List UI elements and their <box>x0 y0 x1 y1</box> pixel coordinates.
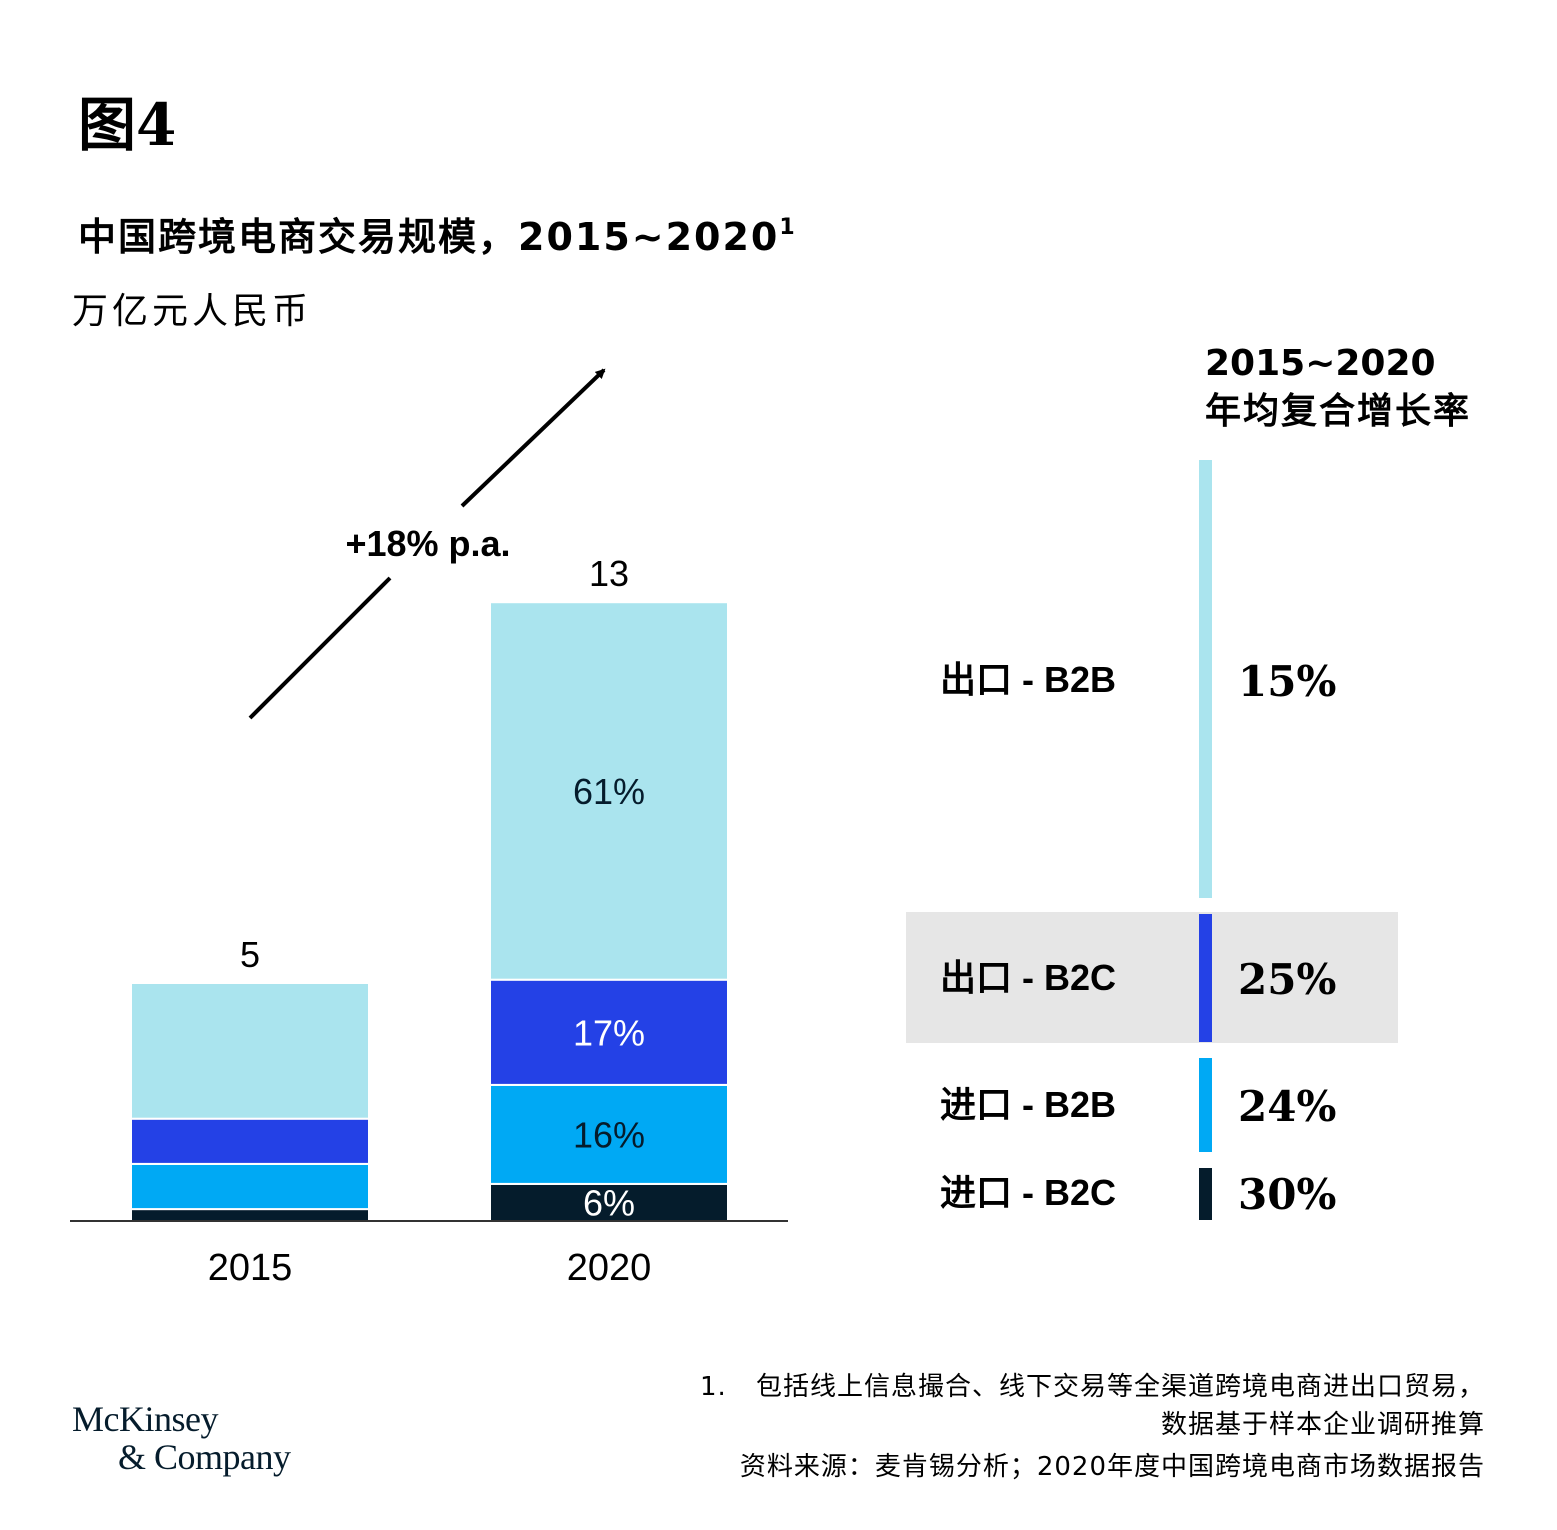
cagr-header-years: 2015~2020 <box>1205 343 1436 384</box>
cagr-value-export_b2c: 25% <box>1238 955 1336 1004</box>
bar-segment-import_b2c-2015 <box>130 1208 370 1222</box>
chart-title-text: 中国跨境电商交易规模，2015~2020 <box>78 215 780 259</box>
bar-segment-export_b2b-2015 <box>130 982 370 1120</box>
cagr-value-import_b2c: 30% <box>1238 1170 1336 1219</box>
footnote-line1: 包括线上信息撮合、线下交易等全渠道跨境电商进出口贸易， <box>755 1372 1485 1402</box>
highlight-layer <box>906 912 1398 1043</box>
cagr-segment-label-import_b2c: 进口 - B2C <box>940 1172 1116 1213</box>
cagr-segment-label-import_b2b: 进口 - B2B <box>940 1084 1116 1125</box>
segment-label-export_b2b-2020: 61% <box>573 771 645 812</box>
bar-segment-export_b2c-2015 <box>130 1117 370 1165</box>
cagr-value-import_b2b: 24% <box>1238 1082 1336 1131</box>
cagr-segment-label-export_b2c: 出口 - B2C <box>940 957 1116 998</box>
cagr-header: 2015~2020 年均复合增长率 <box>1205 340 1471 436</box>
source-note: 资料来源：麦肯锡分析；2020年度中国跨境电商市场数据报告 <box>739 1452 1485 1482</box>
cagr-bar-import_b2b <box>1199 1058 1212 1152</box>
cagr-panel: 出口 - B2B 15% 出口 - B2C 25% 进口 - B2B 24% 进口 - B2… <box>940 460 1336 1220</box>
bar-segment-import_b2b-2020 <box>489 1083 729 1185</box>
cagr-value-export_b2b: 15% <box>1238 657 1336 706</box>
bar-segment-import_b2c-2020 <box>489 1182 729 1223</box>
chart-title: 中国跨境电商交易规模，2015~20201 <box>78 206 797 261</box>
title-footnote-marker: 1 <box>779 215 797 240</box>
cagr-highlight-export_b2c <box>906 912 1398 1043</box>
bar-total-label-2015: 5 <box>240 934 260 975</box>
mckinsey-logo: McKinsey & Company <box>72 1400 291 1476</box>
footnote-number: 1. <box>699 1372 727 1402</box>
bar-total-label-2020: 13 <box>589 553 629 594</box>
bar-segment-export_b2c-2020 <box>489 978 729 1086</box>
footnote-line2: 数据基于样本企业调研推算 <box>1160 1410 1485 1440</box>
segment-label-export_b2c-2020: 17% <box>573 1012 645 1053</box>
cagr-bar-import_b2c <box>1199 1168 1212 1220</box>
figure-label: 图4 <box>78 91 177 159</box>
growth-arrow-upper-segment <box>460 368 606 508</box>
segment-label-import_b2b-2020: 16% <box>573 1114 645 1155</box>
bar-segment-import_b2b-2015 <box>130 1162 370 1211</box>
segment-label-import_b2c-2020: 6% <box>583 1182 635 1223</box>
cagr-bar-export_b2b <box>1199 460 1212 898</box>
cagr-header-label: 年均复合增长率 <box>1205 391 1472 432</box>
x-tick-label-2020: 2020 <box>567 1247 652 1289</box>
bar-segment-export_b2b-2020 <box>489 601 729 981</box>
footnote: 1. 包括线上信息撮合、线下交易等全渠道跨境电商进出口贸易， 数据基于样本企业调研… <box>700 1368 1485 1444</box>
x-tick-label-2015: 2015 <box>208 1247 293 1289</box>
logo-line2: & Company <box>118 1437 291 1477</box>
chart-unit-subtitle: 万亿元人民币 <box>72 291 313 332</box>
growth-arrow: +18% p.a. <box>248 368 606 720</box>
growth-arrow-lower-segment <box>248 576 392 720</box>
growth-annotation: +18% p.a. <box>345 523 510 564</box>
logo-line1: McKinsey <box>72 1399 218 1439</box>
cagr-segment-label-export_b2b: 出口 - B2B <box>940 659 1116 700</box>
chart-svg: 5 2015 6% 16% 17% 61% 13 2020 +18% p.a. 出口 - B2… <box>70 368 1398 1289</box>
cagr-bar-export_b2c <box>1199 914 1212 1042</box>
bars-layer: 5 2015 6% 16% 17% 61% 13 2020 <box>130 553 729 1289</box>
